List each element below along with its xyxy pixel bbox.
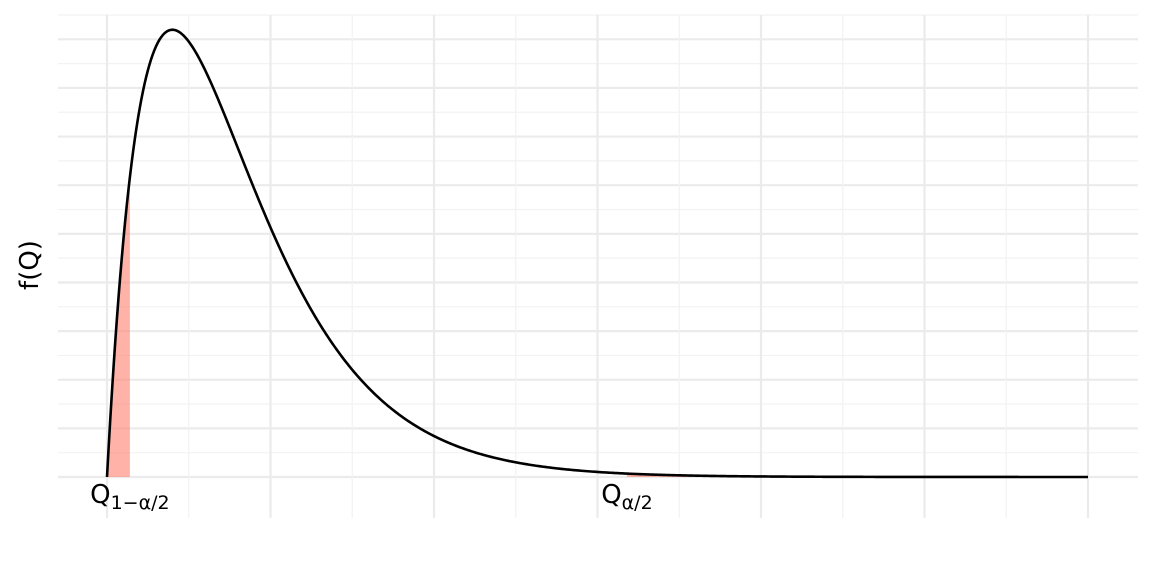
- y-axis-title: f(Q): [15, 240, 45, 290]
- x-tick-label: Q1−α/2: [90, 480, 170, 514]
- x-tick-labels: Q1−α/2 Qα/2: [90, 480, 653, 514]
- lower-tail-shaded-area: [107, 177, 130, 477]
- grid: [58, 14, 1138, 518]
- x-tick-label: Qα/2: [601, 480, 652, 514]
- curve-layer: [105, 28, 1088, 479]
- tail-fills: [107, 177, 1088, 477]
- upper-tail-shaded-area: [626, 473, 1088, 477]
- density-curve: [105, 28, 1088, 479]
